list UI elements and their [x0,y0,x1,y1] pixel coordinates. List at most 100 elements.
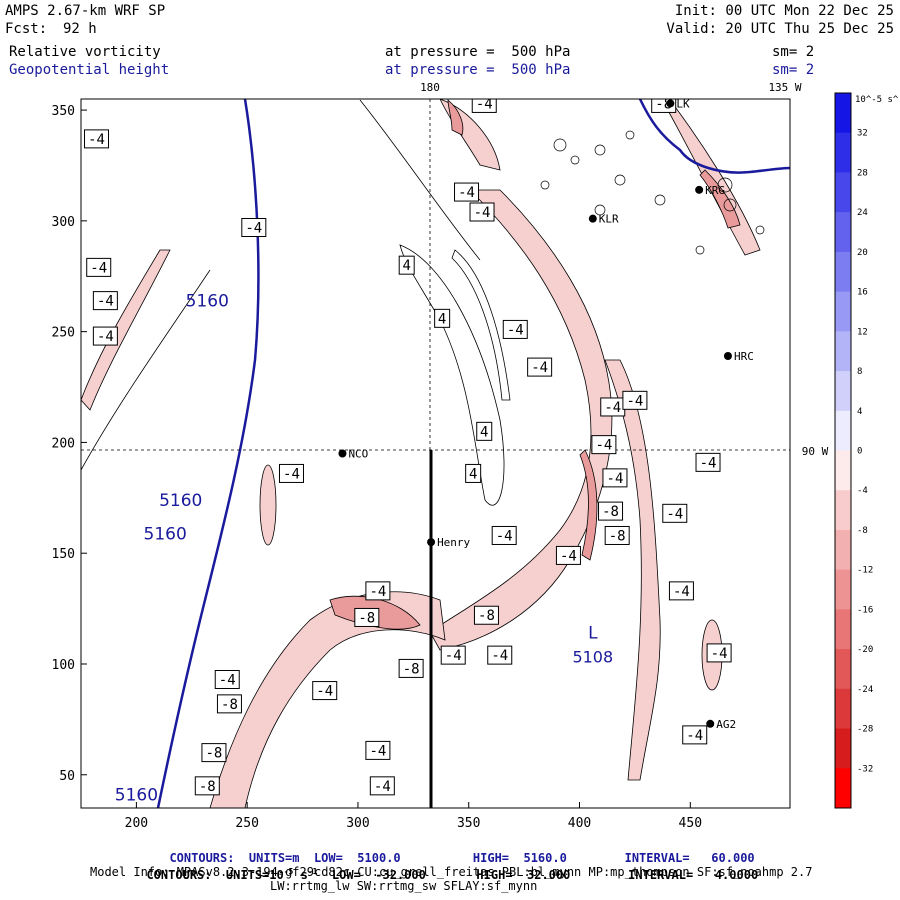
vorticity-label: -4 [487,645,513,665]
meridian-label: 180 [420,81,440,94]
svg-text:-8: -8 [206,746,223,762]
vorticity-label: -4 [92,326,118,346]
vorticity-label: -8 [354,607,380,627]
colorbar-swatch [835,371,851,412]
graticule-lines [81,99,790,451]
vorticity-label: -4 [454,182,480,202]
vorticity-label: -8 [201,743,227,763]
vorticity-label: -4 [278,463,304,483]
vorticity-label: -4 [502,319,528,339]
svg-text:4: 4 [438,311,446,327]
vorticity-label: -4 [706,643,732,663]
station-lk: LK [666,99,690,110]
colorbar-swatch [835,529,851,571]
field1-name: Relative vorticity [9,44,161,60]
vorticity-label: -8 [216,694,242,714]
terrain-vorticity-clutter [540,130,765,255]
svg-text:-4: -4 [666,506,683,522]
colorbar-swatch [835,609,851,650]
svg-text:-4: -4 [686,728,703,744]
svg-text:-4: -4 [97,329,114,345]
svg-text:-4: -4 [374,779,391,795]
meridian-labels: 180 135 W 90 W [420,81,829,458]
colorbar-label: 20 [857,248,868,258]
colorbar-swatch [835,212,851,253]
height-label: 5160 [115,786,158,806]
vorticity-label: -4 [440,645,466,665]
colorbar-label: -4 [857,486,868,496]
svg-text:-4: -4 [595,438,612,454]
svg-text:-4: -4 [219,672,236,688]
footer-model-info: Model Info: MPASv8.2.3-194-gf29cd82c CU:… [90,865,813,879]
colorbar-swatch [835,410,851,451]
svg-text:-4: -4 [560,548,577,564]
svg-text:-4: -4 [700,455,717,471]
footer-vorticity-contours: CONTOURS: UNITS=10-5 s-1 LOW= -32.000 HI… [146,867,759,882]
svg-text:-4: -4 [711,646,728,662]
positive-contour-1 [399,244,505,506]
svg-text:-4: -4 [496,528,513,544]
colorbar-label: 12 [857,327,868,337]
height-label: 5160 [144,524,187,544]
x-tick-label: 250 [235,816,258,831]
colorbar-swatch [835,728,851,769]
svg-text:-8: -8 [602,504,619,520]
svg-text:-4: -4 [369,584,386,600]
vorticity-label: -4 [622,390,648,410]
vorticity-label: -4 [695,452,721,472]
model-title: AMPS 2.67-km WRF SP [5,3,166,19]
vorticity-label: -4 [471,99,497,113]
height-label: 5160 [159,491,202,511]
vorticity-band-west-arc [209,591,446,808]
x-axis-ticks: 200 250 300 350 400 450 [125,802,702,831]
colorbar-swatch [835,450,851,491]
vorticity-label: -4 [491,525,517,545]
colorbar-label: -28 [857,725,873,735]
colorbar-label: -20 [857,645,873,655]
y-tick-label: 350 [52,104,75,119]
vorticity-label: -4 [92,291,118,311]
colorbar-label: 16 [857,288,868,298]
svg-text:NCO: NCO [348,448,368,461]
x-tick-label: 200 [125,816,148,831]
svg-text:-4: -4 [626,393,643,409]
svg-text:-4: -4 [458,185,475,201]
station-markers: NCO Henry HRC AG2 LK KRG KLR [338,99,754,731]
field2-smoothing: sm= 2 [772,62,815,78]
x-tick-label: 400 [568,816,591,831]
colorbar-label: 24 [857,208,868,218]
station-krg: KRG [695,184,725,197]
meridian-label: 135 W [768,81,801,94]
svg-text:Henry: Henry [437,536,470,549]
colorbar-swatch [835,251,851,293]
y-tick-label: 300 [52,215,75,230]
vorticity-label: -4 [86,257,112,277]
y-tick-label: 150 [52,547,75,562]
vorticity-label: -4 [241,218,267,238]
meridian-label: 90 W [802,445,829,458]
svg-text:-4: -4 [283,466,300,482]
vorticity-label: -8 [398,658,424,678]
field2-level: at pressure = 500 hPa [385,62,571,78]
colorbar-swatch [835,569,851,610]
colorbar-label: -32 [857,764,873,774]
svg-text:-4: -4 [474,205,491,221]
plot-frame [80,98,791,809]
colorbar-swatch [835,649,851,690]
forecast-label: Fcst: [5,21,48,37]
vorticity-label: -4 [682,725,708,745]
svg-text:4: 4 [469,466,477,482]
y-tick-label: 100 [52,658,75,673]
colorbar-swatch [835,490,851,531]
colorbar-swatch [835,768,851,809]
svg-text:4: 4 [402,258,410,274]
vorticity-shading [81,99,761,808]
colorbar-label: 28 [857,168,868,178]
svg-text:-4: -4 [90,260,107,276]
height-contour-5160 [156,99,260,808]
svg-text:-4: -4 [531,360,548,376]
vorticity-label: 4 [434,308,451,328]
svg-text:-4: -4 [491,648,508,664]
svg-text:KRG: KRG [705,184,725,197]
